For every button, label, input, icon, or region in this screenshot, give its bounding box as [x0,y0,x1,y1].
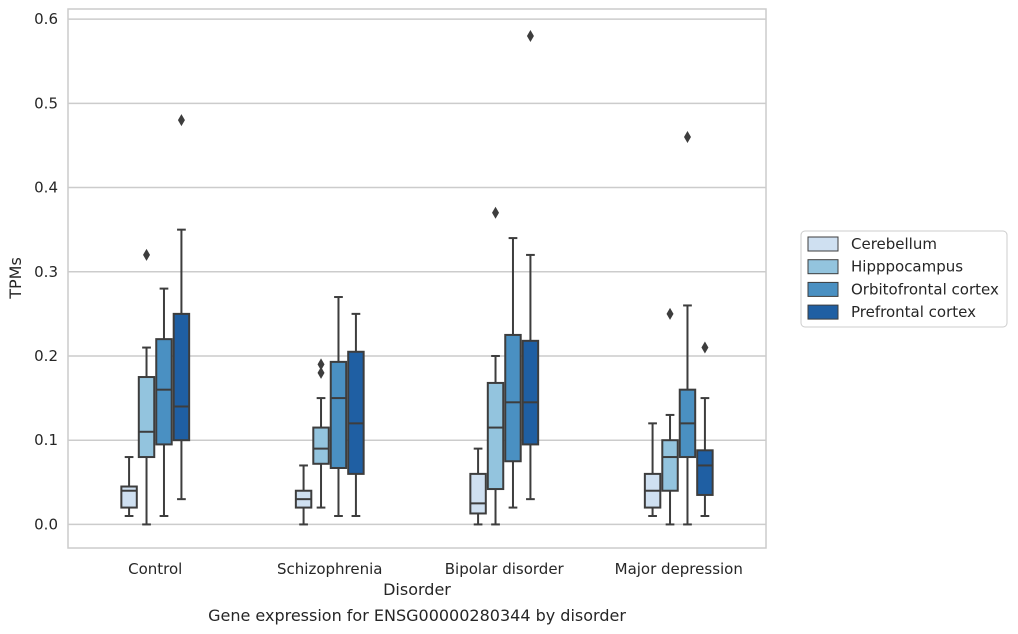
box-3-0 [643,422,662,517]
box-body [504,333,522,463]
box-body [312,426,330,465]
y-tick-label: 0.3 [34,263,58,281]
box-body [329,360,348,469]
legend-label: Prefrontal cortex [851,303,976,321]
x-axis-label: Disorder [383,580,451,599]
legend-swatch [807,236,839,252]
box-body [172,312,191,442]
chart-title: Gene expression for ENSG00000280344 by d… [208,606,626,625]
outlier-marker [683,131,691,144]
outlier-marker [177,114,185,127]
legend-swatch [807,281,839,297]
box-2-2 [504,237,522,509]
legend-swatch [807,259,839,275]
box-1-3 [347,312,365,517]
box-0-0 [120,456,138,517]
box-1-2 [329,296,348,517]
box-body [469,472,487,515]
box-2-1 [486,206,505,526]
x-tick-label: Control [128,560,182,578]
y-tick-label: 0.2 [34,347,58,365]
legend-label: Hipppocampus [851,258,963,276]
legend-swatch [807,304,839,320]
box-3-1 [661,307,679,526]
box-1-1 [312,358,330,509]
box-2-0 [469,447,487,526]
outlier-marker [317,358,325,371]
outlier-marker [317,366,325,379]
outlier-marker [526,29,534,42]
y-tick-label: 0.4 [34,179,58,197]
plot-frame [67,8,767,549]
box-body [521,339,540,446]
box-body [137,376,156,459]
x-tick-labels: Control Schizophrenia Bipolar disorder Majo… [128,560,743,578]
box-0-2 [155,287,173,517]
box-3-3 [696,341,714,517]
outlier-marker [143,248,151,261]
box-body [120,485,138,509]
box-3-2 [678,131,697,526]
box-0-3 [172,114,191,501]
legend-label: Orbitofrontal cortex [851,280,999,298]
y-tick-label: 0.5 [34,94,58,112]
outlier-marker [701,341,709,354]
x-tick-label: Schizophrenia [277,560,382,578]
box-2-3 [521,29,540,501]
legend-label: Cerebellum [851,235,937,253]
x-tick-label: Major depression [615,560,743,578]
box-body [347,350,365,475]
box-body [155,338,173,446]
legend-frame [800,230,1008,328]
boxes [120,29,714,526]
outlier-marker [666,307,674,320]
box-0-1 [137,248,156,526]
box-body [696,449,714,496]
y-axis-label: TPMs [6,257,25,300]
box-body [486,381,505,491]
y-tick-label: 0.1 [34,431,58,449]
outlier-marker [492,206,500,219]
y-tick-label: 0.0 [34,515,58,533]
box-1-0 [294,464,313,526]
y-tick-label: 0.6 [34,10,58,28]
legend: Cerebellum Hipppocampus Orbitofrontal cort… [800,230,1008,328]
box-body [661,439,679,492]
y-tick-labels: 0.0 0.1 0.2 0.3 0.4 0.5 0.6 [34,10,58,533]
x-tick-label: Bipolar disorder [445,560,565,578]
